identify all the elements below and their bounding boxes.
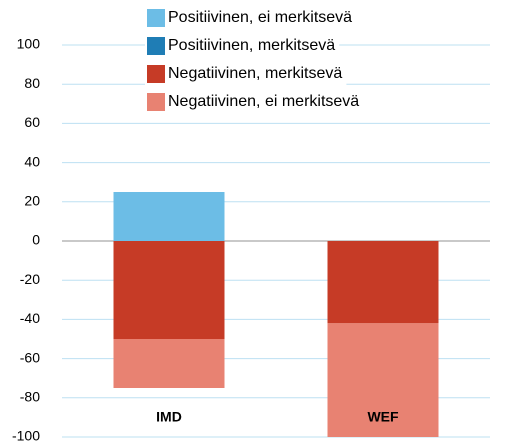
y-tick-label: -40 [20,310,40,326]
legend-label: Positiivinen, merkitsevä [168,37,335,54]
legend-background [145,6,357,30]
legend-label: Negatiivinen, ei merkitsevä [168,93,359,110]
y-tick-label: 0 [32,232,40,248]
legend-label: Positiivinen, ei merkitsevä [168,9,352,26]
legend-swatch [147,9,165,27]
legend-entry: Negatiivinen, merkitsevä [145,62,347,86]
y-tick-label: -20 [20,271,40,287]
bar-segment [113,192,225,241]
legend-swatch [147,37,165,55]
legend-entry: Positiivinen, merkitsevä [145,34,340,58]
y-tick-label: 100 [17,36,41,52]
legend-background [145,62,347,86]
y-tick-label: -80 [20,389,40,405]
bar-segment [113,339,225,388]
legend-swatch [147,65,165,83]
x-tick-label: WEF [367,409,399,425]
bar-segment [327,323,439,437]
legend-label: Negatiivinen, merkitsevä [168,65,342,82]
y-tick-label: 60 [24,114,40,130]
y-tick-label: 20 [24,193,40,209]
y-tick-label: -100 [12,428,40,444]
legend-background [145,34,340,58]
y-tick-label: -60 [20,349,40,365]
bar-segment [113,241,225,339]
bar-segment [327,241,439,324]
x-tick-label: IMD [156,409,182,425]
y-tick-label: 40 [24,153,40,169]
legend-background [145,90,364,114]
legend-entry: Positiivinen, ei merkitsevä [145,6,357,30]
y-tick-label: 80 [24,75,40,91]
legend-swatch [147,93,165,111]
legend-entry: Negatiivinen, ei merkitsevä [145,90,364,114]
